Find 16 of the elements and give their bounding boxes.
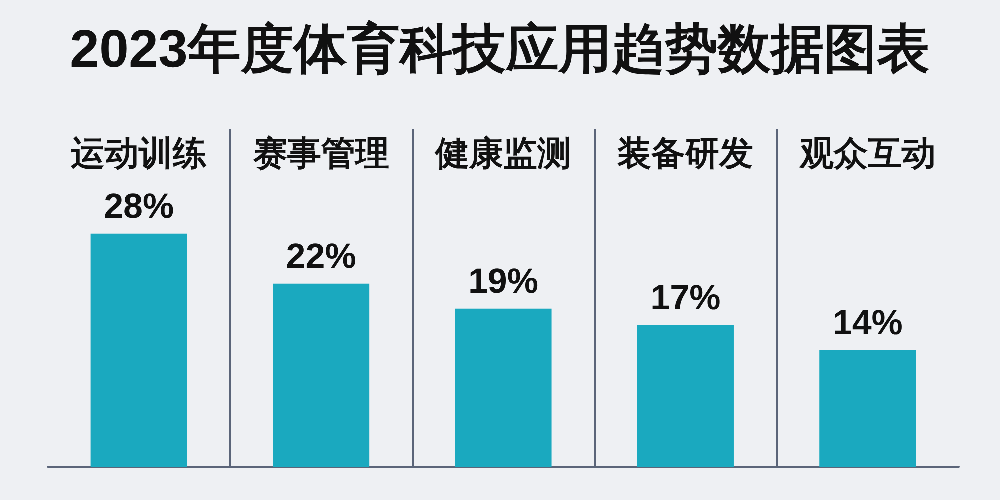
x-tick-label: 赛事管理 (252, 135, 390, 173)
x-tick-label: 健康监测 (434, 135, 572, 173)
bar (637, 325, 734, 467)
data-label: 28% (104, 186, 174, 226)
bar (273, 284, 370, 467)
bar (455, 308, 552, 467)
x-tick-label: 装备研发 (618, 135, 754, 173)
x-tick-label: 运动训练 (70, 135, 208, 173)
chart-title: 2023年度体育科技应用趋势数据图表 (70, 20, 930, 79)
x-tick-label: 观众互动 (798, 135, 936, 173)
data-label: 22% (286, 236, 356, 276)
data-label: 17% (650, 278, 721, 318)
data-label: 19% (468, 262, 539, 301)
bar (90, 234, 188, 467)
data-label: 14% (832, 303, 903, 342)
bar (820, 350, 916, 467)
